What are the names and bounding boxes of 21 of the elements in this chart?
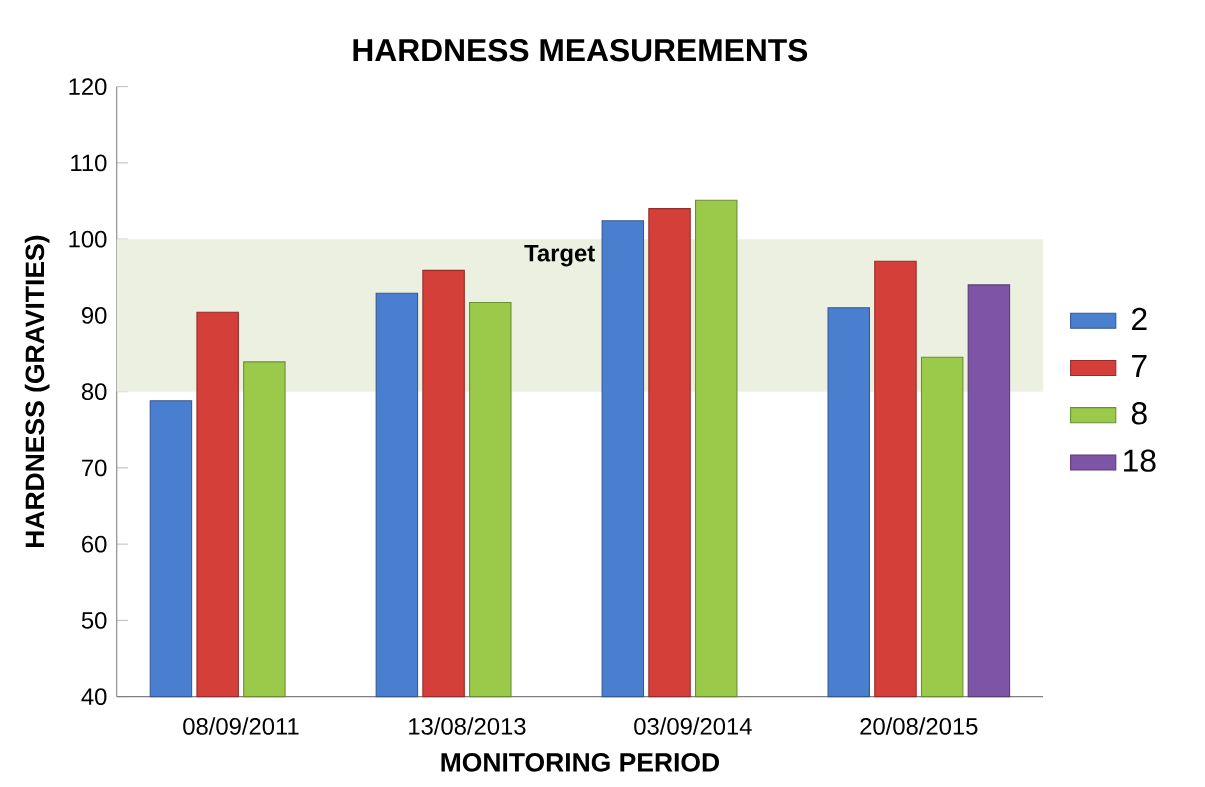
y-tick-label: 80: [81, 383, 107, 401]
legend-label: 7: [1132, 355, 1147, 377]
y-tick-label: 110: [71, 154, 107, 172]
x-axis-title: MONITORING PERIOD: [441, 752, 720, 772]
y-tick-label: 60: [82, 535, 107, 553]
legend-label: 18: [1124, 449, 1156, 472]
y-tick-label: 90: [82, 306, 107, 324]
x-tick-label: 08/09/2011: [183, 717, 299, 735]
y-axis-title: HARDNESS (GRAVITIES): [24, 235, 50, 547]
x-tick-label: 20/08/2015: [860, 717, 978, 735]
y-tick-label: 120: [69, 78, 107, 96]
x-tick-label: 03/09/2014: [634, 717, 752, 735]
y-tick-label: 40: [81, 688, 107, 706]
legend-label: 2: [1132, 307, 1147, 330]
y-tick-label: 50: [81, 611, 107, 629]
band-label: Target: [524, 244, 595, 267]
y-tick-label: 70: [82, 459, 107, 477]
y-tick-label: 100: [69, 230, 107, 248]
x-tick-label: 13/08/2013: [409, 717, 526, 735]
legend-label: 8: [1131, 402, 1147, 425]
chart-title: HARDNESS MEASUREMENTS: [353, 38, 808, 62]
